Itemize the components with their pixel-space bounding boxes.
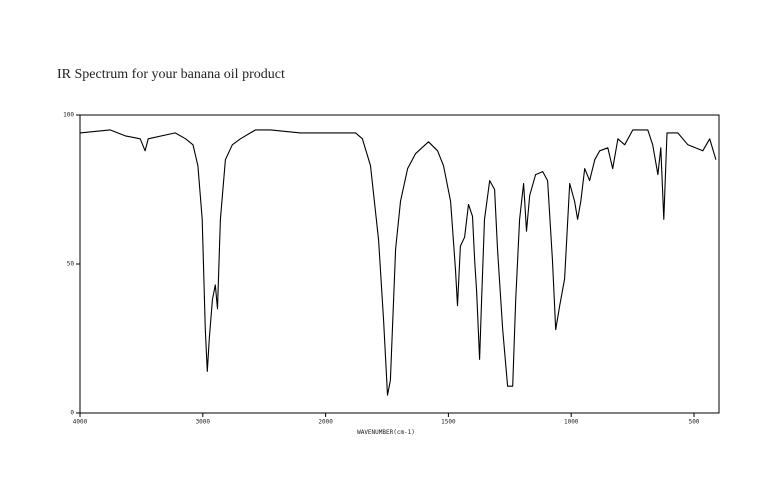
y-tick-label: 0: [70, 410, 74, 417]
x-axis-label: WAVENUMBER(cm-1): [357, 429, 415, 436]
x-tick-label: 1500: [441, 419, 456, 426]
spectrum-line: [79, 129, 717, 396]
chart-title: IR Spectrum for your banana oil product: [57, 67, 285, 82]
x-tick-label: 1000: [564, 419, 579, 426]
y-tick-label: 50: [67, 261, 75, 268]
x-tick-label: 2000: [318, 419, 333, 426]
plot-frame: [79, 114, 720, 414]
x-tick-label: 3000: [196, 419, 211, 426]
x-tick-label: 500: [689, 419, 700, 426]
y-tick-label: 100: [63, 112, 74, 119]
x-tick-label: 4000: [73, 419, 88, 426]
